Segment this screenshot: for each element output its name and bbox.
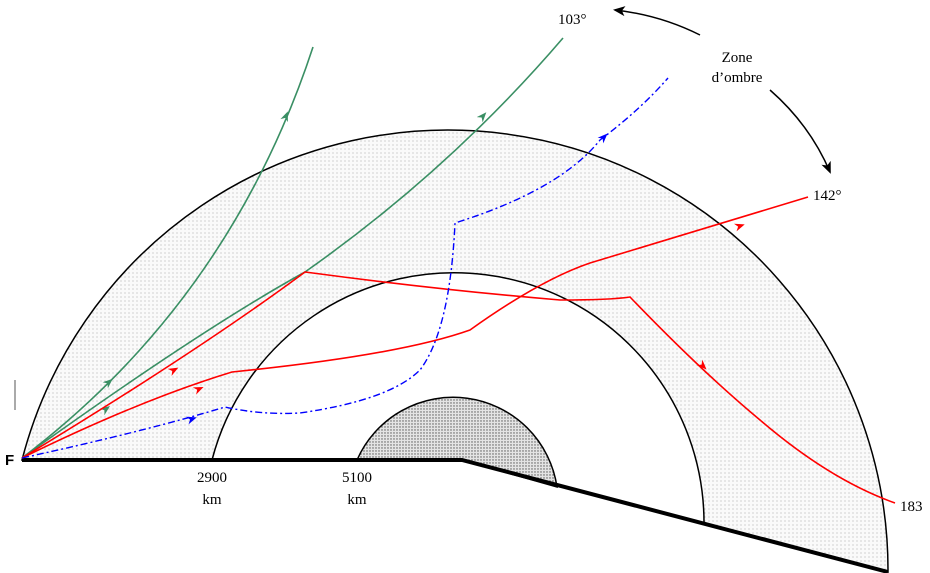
depth-label: 5100 — [342, 470, 372, 486]
zone-label: d’ombre — [712, 70, 763, 86]
diagram: F 2900 km 5100 km 103° 142° Zone d’ombre… — [0, 0, 930, 573]
angle-label: 142° — [813, 188, 842, 204]
depth-unit: km — [347, 492, 367, 508]
arrow — [731, 226, 740, 229]
depth-unit: km — [202, 492, 222, 508]
zone-arrow — [770, 90, 830, 172]
angle-label: 183 — [900, 499, 923, 515]
arrow — [475, 116, 483, 125]
depth-label: 2900 — [197, 470, 227, 486]
zone-arrow — [615, 10, 700, 35]
angle-label: 103° — [558, 12, 587, 28]
zone-label: Zone — [722, 50, 753, 66]
focus-label: F — [5, 452, 14, 469]
